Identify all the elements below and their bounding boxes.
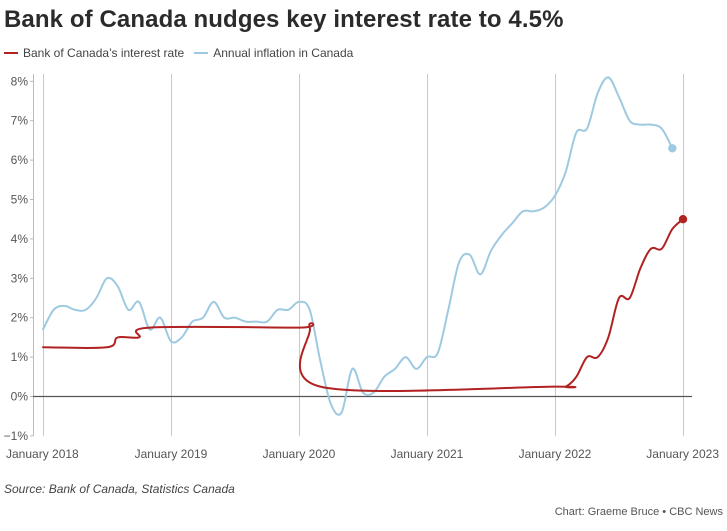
series-end-point-interest-rate bbox=[678, 215, 688, 224]
y-tick-label: 6% bbox=[11, 153, 29, 167]
series-end-point-inflation bbox=[668, 144, 677, 153]
legend-item-inflation: Annual inflation in Canada bbox=[194, 46, 353, 60]
y-tick-label: 4% bbox=[11, 232, 29, 246]
legend-swatch-interest-rate bbox=[4, 52, 18, 54]
legend-item-interest-rate: Bank of Canada’s interest rate bbox=[4, 46, 184, 60]
y-tick-label: −1% bbox=[4, 429, 29, 443]
x-tick-label: January 2021 bbox=[391, 447, 464, 461]
legend-label-interest-rate: Bank of Canada’s interest rate bbox=[23, 46, 185, 60]
x-tick-label: January 2022 bbox=[519, 447, 592, 461]
y-tick-label: 5% bbox=[11, 193, 29, 207]
y-tick-label: 3% bbox=[11, 271, 29, 285]
chart-credit: Chart: Graeme Bruce • CBC News bbox=[554, 506, 723, 518]
x-tick-label: January 2019 bbox=[135, 447, 208, 461]
legend-swatch-inflation bbox=[194, 52, 209, 54]
y-tick-label: 0% bbox=[11, 390, 29, 404]
series-line-interest-rate bbox=[42, 218, 684, 392]
legend-label-inflation: Annual inflation in Canada bbox=[213, 46, 354, 60]
y-tick-label: 8% bbox=[11, 74, 29, 88]
y-tick-label: 7% bbox=[11, 114, 29, 128]
series-line-inflation bbox=[42, 76, 674, 416]
x-tick-label: January 2018 bbox=[6, 447, 79, 461]
chart-source: Source: Bank of Canada, Statistics Canad… bbox=[4, 482, 235, 496]
y-tick-label: 1% bbox=[11, 350, 29, 364]
x-tick-label: January 2020 bbox=[263, 447, 336, 461]
chart-title: Bank of Canada nudges key interest rate … bbox=[4, 6, 564, 33]
x-tick-label: January 2023 bbox=[646, 447, 719, 461]
y-tick-label: 2% bbox=[11, 311, 29, 325]
chart-legend: Bank of Canada’s interest rate Annual in… bbox=[4, 46, 363, 60]
